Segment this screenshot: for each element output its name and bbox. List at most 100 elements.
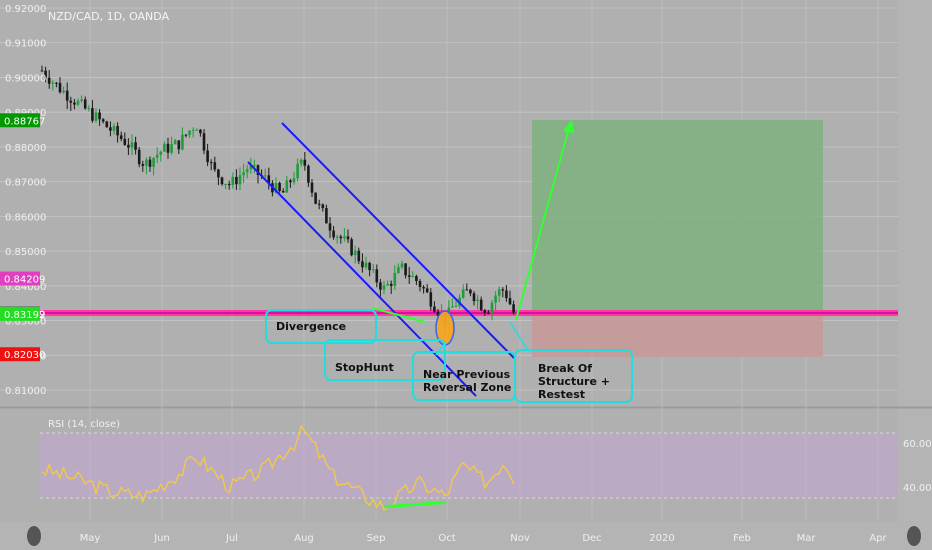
candle-body <box>429 292 433 307</box>
candle-body <box>235 176 238 185</box>
time-label: Jun <box>153 533 170 544</box>
candle-body <box>386 283 389 286</box>
price-tick-label: 0.90000 <box>5 73 46 84</box>
candle-body <box>202 133 206 151</box>
candle-body <box>101 119 105 122</box>
price-badge-label: 0.84209 <box>4 275 45 286</box>
time-label: Feb <box>733 533 751 544</box>
candle-body <box>206 150 209 163</box>
candle-body <box>278 182 281 191</box>
candle-body <box>479 299 483 311</box>
channel-upper-line[interactable] <box>281 122 515 359</box>
scroll-right-handle[interactable] <box>907 526 921 546</box>
bos-line-3: Restest <box>538 388 585 401</box>
candle-body <box>83 99 87 109</box>
candle-body <box>213 162 217 170</box>
candle-body <box>76 100 80 105</box>
candle-body <box>501 289 505 291</box>
bos-line-2: Structure + <box>538 375 610 388</box>
time-axis[interactable] <box>0 522 932 550</box>
candle-body <box>105 121 109 128</box>
candle-body <box>389 283 393 286</box>
price-tick-label: 0.83000 <box>5 317 46 328</box>
channel-lower-line[interactable] <box>247 161 477 397</box>
candle-body <box>512 304 515 313</box>
rsi-axis: 60.00 40.00 <box>903 439 932 494</box>
candle-body <box>249 165 253 170</box>
time-label: Oct <box>438 533 455 544</box>
break-of-structure-callout[interactable]: Break Of Structure + Restest <box>509 321 633 403</box>
candle-body <box>361 261 364 268</box>
price-tick-label: 0.84000 <box>5 282 46 293</box>
stophunt-label: StopHunt <box>335 361 394 374</box>
candle-body <box>130 142 134 148</box>
candle-body <box>335 236 339 238</box>
divergence-callout[interactable]: Divergence <box>265 307 426 344</box>
candle-body <box>483 310 487 313</box>
price-badge <box>0 113 40 128</box>
candle-body <box>339 236 343 239</box>
candle-body <box>375 269 379 283</box>
candle-body <box>116 126 119 136</box>
price-tick-label: 0.88000 <box>5 143 46 154</box>
candle-body <box>242 172 245 176</box>
candle-body <box>508 298 512 305</box>
candle-body <box>267 175 271 184</box>
candle-body <box>382 285 386 290</box>
candle-body <box>55 82 58 84</box>
symbol-title: NZD/CAD, 1D, OANDA <box>48 10 170 23</box>
candle-body <box>393 273 397 286</box>
candle-body <box>177 140 181 150</box>
candle-body <box>44 70 47 78</box>
candle-body <box>487 312 490 314</box>
candle-body <box>472 293 476 302</box>
projection-arrow[interactable] <box>515 127 570 321</box>
price-tick-label: 0.86000 <box>5 212 46 223</box>
candle-body <box>490 302 494 314</box>
candle-body <box>40 70 44 72</box>
candle-body <box>299 159 303 164</box>
time-label: Sep <box>367 533 386 544</box>
candle-body <box>454 305 458 307</box>
candle-body <box>155 154 159 158</box>
candle-body <box>217 169 220 178</box>
price-badge <box>0 347 40 362</box>
candle-body <box>296 163 299 179</box>
candle-body <box>69 100 73 103</box>
candle-body <box>371 269 375 271</box>
bos-line-1: Break Of <box>538 362 592 375</box>
candle-body <box>436 311 440 316</box>
time-label: Jul <box>225 533 238 544</box>
candle-body <box>227 184 231 186</box>
candle-body <box>163 143 166 152</box>
price-tick-label: 0.85000 <box>5 247 46 258</box>
candle-body <box>195 129 199 131</box>
candles <box>40 65 515 333</box>
candle-body <box>134 142 137 150</box>
candle-body <box>224 184 227 186</box>
candle-body <box>497 289 501 296</box>
candle-body <box>141 164 145 166</box>
candle-body <box>292 178 296 183</box>
candle-body <box>307 165 310 183</box>
candle-body <box>238 175 242 185</box>
divergence-label: Divergence <box>276 320 346 333</box>
candle-body <box>58 82 62 93</box>
candle-body <box>350 239 353 256</box>
candle-body <box>411 276 415 278</box>
candle-body <box>119 135 123 139</box>
stophunt-callout[interactable]: StopHunt <box>324 339 446 381</box>
candle-body <box>94 112 98 121</box>
candle-body <box>123 138 127 145</box>
time-label: 2020 <box>649 533 674 544</box>
candle-body <box>220 177 224 185</box>
candle-body <box>407 275 411 277</box>
candle-body <box>303 159 307 166</box>
candle-body <box>170 144 173 153</box>
candle-body <box>461 289 465 298</box>
scroll-left-handle[interactable] <box>27 526 41 546</box>
candle-body <box>51 82 55 84</box>
candle-body <box>166 143 170 153</box>
